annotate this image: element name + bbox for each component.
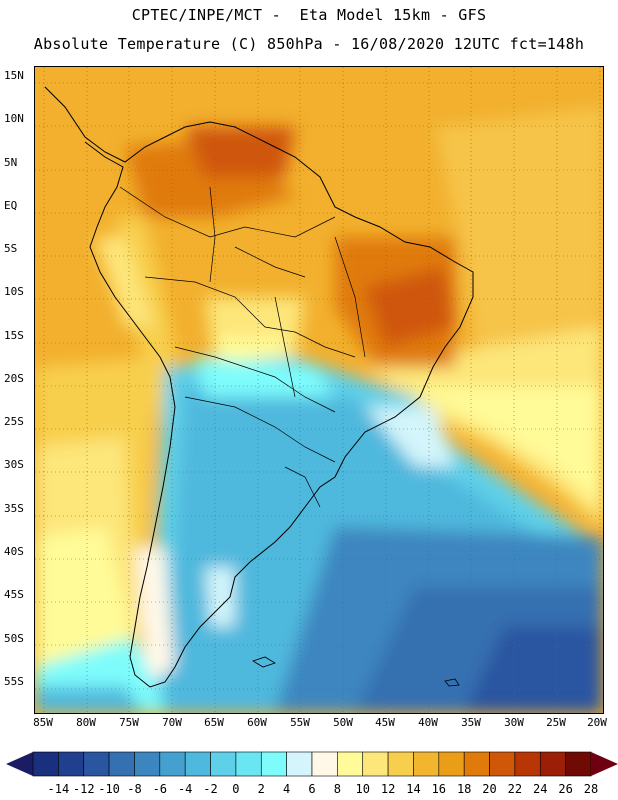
colorbar-cell bbox=[311, 751, 338, 777]
lat-label: 50S bbox=[4, 632, 24, 645]
colorbar-cell bbox=[286, 751, 313, 777]
colorbar-tick-label: -14 bbox=[47, 782, 70, 796]
colorbar-tick-label: 0 bbox=[232, 782, 240, 796]
lat-label: 10S bbox=[4, 285, 24, 298]
lon-label: 40W bbox=[418, 716, 438, 729]
lon-label: 80W bbox=[76, 716, 96, 729]
colorbar-cell bbox=[539, 751, 566, 777]
colorbar-cell bbox=[514, 751, 541, 777]
colorbar-tick-label: -2 bbox=[203, 782, 218, 796]
falklands-outline bbox=[252, 656, 276, 668]
lon-label: 25W bbox=[546, 716, 566, 729]
colorbar-cell bbox=[83, 751, 110, 777]
lat-label: 35S bbox=[4, 502, 24, 515]
lat-label: 10N bbox=[4, 112, 24, 125]
colorbar-tick-label: -4 bbox=[177, 782, 193, 796]
colorbar-tick-label: 12 bbox=[380, 782, 396, 796]
colorbar-cell bbox=[489, 751, 516, 777]
map-svg bbox=[35, 67, 603, 713]
island-outline bbox=[444, 678, 460, 687]
colorbar-cell bbox=[337, 751, 364, 777]
colorbar-tick-label: 24 bbox=[533, 782, 548, 796]
colorbar-cell bbox=[108, 751, 135, 777]
colorbar-cell bbox=[58, 751, 85, 777]
lon-label: 65W bbox=[204, 716, 224, 729]
colorbar-cell bbox=[413, 751, 440, 777]
lat-label: 15S bbox=[4, 329, 24, 342]
colorbar-cell bbox=[565, 751, 592, 777]
colorbar-tick-label: 10 bbox=[355, 782, 370, 796]
chart-subtitle: Absolute Temperature (C) 850hPa - 16/08/… bbox=[33, 35, 585, 53]
lat-label: 45S bbox=[4, 588, 24, 601]
colorbar-tick-label: 2 bbox=[257, 782, 265, 796]
colorbar-cell bbox=[387, 751, 414, 777]
colorbar-cell bbox=[362, 751, 389, 777]
lat-label: 55S bbox=[4, 675, 24, 688]
colorbar-cell bbox=[260, 751, 287, 777]
colorbar-tick-label: 18 bbox=[456, 782, 472, 796]
colorbar-cell bbox=[159, 751, 186, 777]
lat-label: 15N bbox=[4, 69, 24, 82]
colorbar-tick-label: 8 bbox=[333, 782, 341, 796]
colorbar-tick-label: 6 bbox=[308, 782, 316, 796]
lon-label: 55W bbox=[290, 716, 310, 729]
lon-label: 30W bbox=[504, 716, 524, 729]
temperature-map bbox=[34, 66, 604, 714]
colorbar-tick-label: 14 bbox=[406, 782, 421, 796]
colorbar-tick-label: 20 bbox=[482, 782, 497, 796]
lon-label: 50W bbox=[333, 716, 353, 729]
lat-label: 5N bbox=[4, 156, 18, 169]
colorbar-cell bbox=[184, 751, 211, 777]
graticule bbox=[35, 67, 603, 713]
colorbar-cell bbox=[235, 751, 262, 777]
colorbar-tick-label: -6 bbox=[152, 782, 168, 796]
lon-label: 20W bbox=[587, 716, 607, 729]
temperature-shading bbox=[35, 107, 603, 713]
lon-label: 45W bbox=[375, 716, 395, 729]
colorbar-tick-label: 28 bbox=[583, 782, 599, 796]
colorbar-cell bbox=[134, 751, 161, 777]
colorbar-tick-label: -12 bbox=[72, 782, 95, 796]
lon-label: 85W bbox=[33, 716, 53, 729]
colorbar bbox=[6, 751, 618, 777]
lon-label: 60W bbox=[247, 716, 267, 729]
colorbar-right-arrow bbox=[591, 752, 618, 776]
lat-label: 30S bbox=[4, 458, 24, 471]
lat-label: EQ bbox=[4, 199, 18, 212]
south-america-coastline bbox=[44, 86, 474, 688]
lon-label: 75W bbox=[119, 716, 139, 729]
colorbar-tick-label: 26 bbox=[558, 782, 573, 796]
colorbar-cell bbox=[463, 751, 490, 777]
colorbar-tick-label: 16 bbox=[431, 782, 447, 796]
colorbar-left-arrow bbox=[6, 752, 33, 776]
colorbar-tick-label: -8 bbox=[127, 782, 142, 796]
colorbar-cell bbox=[438, 751, 465, 777]
lat-label: 40S bbox=[4, 545, 24, 558]
lon-label: 70W bbox=[162, 716, 182, 729]
colorbar-tick-label: -10 bbox=[98, 782, 120, 796]
lon-label: 35W bbox=[461, 716, 481, 729]
colorbar-tick-label: 22 bbox=[507, 782, 523, 796]
country-borders bbox=[119, 186, 366, 508]
chart-title: CPTEC/INPE/MCT - Eta Model 15km - GFS bbox=[131, 6, 487, 24]
lat-label: 5S bbox=[4, 242, 18, 255]
colorbar-tick-label: 4 bbox=[283, 782, 291, 796]
lat-label: 20S bbox=[4, 372, 24, 385]
colorbar-cell bbox=[210, 751, 237, 777]
colorbar-cell bbox=[32, 751, 59, 777]
lat-label: 25S bbox=[4, 415, 24, 428]
colorbar-cells bbox=[32, 751, 592, 777]
